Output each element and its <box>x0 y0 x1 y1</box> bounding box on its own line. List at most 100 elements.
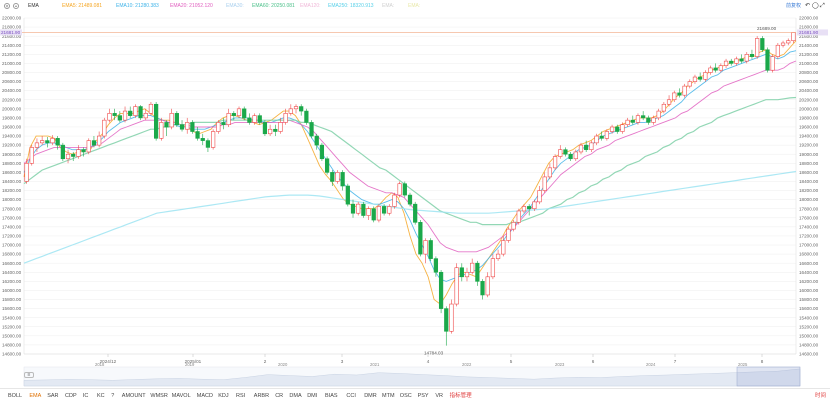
tab-dma[interactable]: DMA <box>289 393 302 399</box>
reset-icon[interactable]: ◯ <box>812 3 819 9</box>
candle-body <box>413 203 418 223</box>
candle-body <box>242 108 247 119</box>
tab-dmr[interactable]: DMR <box>364 393 377 399</box>
candle-body <box>423 240 428 255</box>
candle-body <box>527 206 532 210</box>
candle-body <box>760 38 765 51</box>
candle-body <box>464 271 470 278</box>
candle-body <box>190 122 195 132</box>
y-tick-label-right: 19600.00 <box>799 125 819 130</box>
undo-icon[interactable]: ↶ <box>805 3 811 9</box>
tab-arbr[interactable]: ARBR <box>253 393 270 399</box>
tab-cr[interactable]: CR <box>275 393 284 399</box>
y-tick-label-right: 20200.00 <box>799 97 819 102</box>
tab-boll[interactable]: BOLL <box>8 393 23 399</box>
tab-ema[interactable]: EMA <box>29 393 42 399</box>
tab-sar[interactable]: SAR <box>47 393 59 399</box>
tab-?[interactable]: ? <box>111 393 115 399</box>
tab-osc[interactable]: OSC <box>399 393 412 399</box>
y-tick-label-right: 20800.00 <box>799 70 819 75</box>
candle-body <box>433 258 439 273</box>
indicator-name: EMA <box>28 3 39 9</box>
y-tick-label-right: 17400.00 <box>799 224 819 229</box>
candle-body <box>734 58 739 64</box>
adjust-mode-label[interactable]: 前复权 <box>786 3 802 9</box>
candle-body <box>625 119 630 126</box>
candle-body <box>620 124 625 132</box>
candle-body <box>511 222 516 230</box>
candle-body <box>91 140 97 146</box>
y-tick-label-left: 19000.00 <box>2 152 22 157</box>
candle-body <box>29 147 34 164</box>
candle-body <box>392 194 397 207</box>
y-tick-label-left: 18000.00 <box>2 197 22 202</box>
tab-kc[interactable]: KC <box>97 393 105 399</box>
candle-body <box>117 115 122 121</box>
candle-body <box>609 126 615 132</box>
candle-body <box>216 122 221 132</box>
candle-body <box>506 228 511 241</box>
y-tick-label-left: 19800.00 <box>2 115 22 120</box>
candle-body <box>335 172 340 182</box>
candle-body <box>97 135 102 146</box>
y-tick-label-left: 17400.00 <box>2 224 22 229</box>
x-tick-label: 3 <box>341 359 344 364</box>
candle-body <box>547 167 553 178</box>
y-tick-label-right: 20600.00 <box>799 79 819 84</box>
y-tick-label-right: 21200.00 <box>799 52 819 57</box>
price-chart[interactable]: 14600.00 14600.00 14800.00 14800.00 15000.00… <box>0 12 830 388</box>
candle-body <box>159 122 164 139</box>
tab-mtm[interactable]: MTM <box>382 393 395 399</box>
candle-body <box>174 113 179 126</box>
candle-body <box>692 76 698 82</box>
tab-kdj[interactable]: KDJ <box>218 393 229 399</box>
tab-rsi[interactable]: RSI <box>236 393 246 399</box>
legend-item-3: EMA30: <box>226 3 244 9</box>
candle-body <box>713 67 718 71</box>
tab-dmi[interactable]: DMI <box>307 393 318 399</box>
candle-body <box>154 103 159 139</box>
tab-wmsr[interactable]: WMSR <box>150 393 168 399</box>
tab-macd[interactable]: MACD <box>196 393 213 399</box>
tab-psy[interactable]: PSY <box>417 393 429 399</box>
candle-body <box>584 144 589 150</box>
candle-body <box>552 156 558 169</box>
candle-body <box>718 65 723 71</box>
tab-vr[interactable]: VR <box>435 393 444 399</box>
candle-body <box>791 32 796 42</box>
tab-cdp[interactable]: CDP <box>65 393 77 399</box>
candle-body <box>278 122 283 132</box>
time-toggle[interactable]: 时间 <box>815 393 827 399</box>
candle-body <box>324 158 330 173</box>
candle-body <box>273 128 278 132</box>
y-tick-label-right: 19800.00 <box>799 115 819 120</box>
tab-cci[interactable]: CCI <box>346 393 356 399</box>
tab-mavol[interactable]: MAVOL <box>171 393 191 399</box>
fullscreen-icon[interactable]: ⤢ <box>820 3 825 9</box>
y-tick-label-left: 21000.00 <box>2 61 22 66</box>
tab-ic[interactable]: IC <box>82 393 89 399</box>
candle-body <box>656 110 661 119</box>
close-icon[interactable]: × <box>4 3 10 10</box>
candle-body <box>293 106 299 110</box>
tab-指标管理[interactable]: 指标管理 <box>449 393 472 399</box>
y-tick-label-right: 15000.00 <box>799 333 819 338</box>
candle-body <box>185 122 190 130</box>
y-tick-label-right: 16400.00 <box>799 270 819 275</box>
candle-body <box>666 99 672 105</box>
settings-icon[interactable]: • <box>13 3 19 10</box>
low-label: 14784.03 <box>424 351 444 356</box>
ema-line-ema5 <box>23 40 797 305</box>
expand-button[interactable]: ≡ <box>24 372 34 378</box>
current-price-label-left: 21681.90 <box>1 30 21 35</box>
x-tick-label: 2025/01 <box>185 359 202 364</box>
tab-bias[interactable]: BIAS <box>325 393 338 399</box>
y-tick-label-left: 19600.00 <box>2 125 22 130</box>
candle-body <box>677 92 682 96</box>
x-tick-label: 5 <box>510 359 513 364</box>
y-tick-label-left: 16000.00 <box>2 288 22 293</box>
navigator-area <box>23 368 801 387</box>
tab-amount[interactable]: AMOUNT <box>121 393 146 399</box>
candle-body <box>356 203 361 214</box>
y-tick-label-right: 17000.00 <box>799 243 819 248</box>
